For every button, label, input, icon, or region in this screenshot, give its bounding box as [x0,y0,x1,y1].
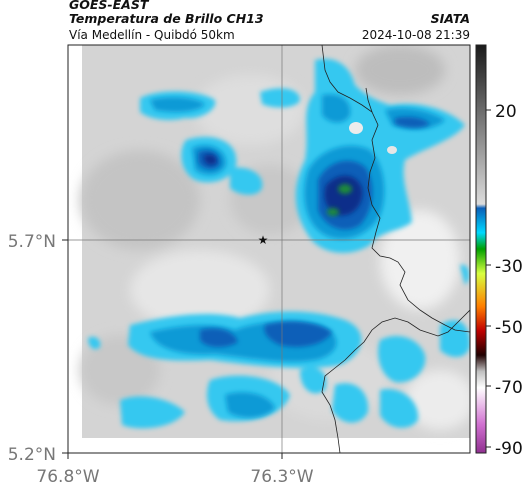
map-frame [67,44,471,454]
satellite-title: GOES-EAST [69,0,149,12]
agency-label: SIATA [430,11,470,26]
lon-tick-label: 76.8°W [36,467,99,487]
datetime-label: 2024-10-08 21:39 [361,28,470,42]
star-marker: ★ [258,233,269,247]
colorbar-label: -50 [495,318,523,338]
lon-tick-label: 76.3°W [250,467,313,487]
product-title: Temperatura de Brillo CH13 [69,11,264,26]
region-label: Vía Medellín - Quibdó 50km [69,28,235,42]
department-border [321,45,470,333]
colorbar-label: -70 [495,378,523,398]
colorbar-label: -30 [495,257,523,277]
colorbar-label: 20 [495,102,517,122]
colorbar: 20 -30 -50 -70 -90 [475,44,523,459]
lat-tick-label: 5.7°N [8,232,56,252]
colorbar-label: -90 [495,439,523,459]
satellite-image: ★ [68,45,470,453]
lat-tick-label: 5.2°N [8,445,56,465]
river-line [321,309,470,453]
